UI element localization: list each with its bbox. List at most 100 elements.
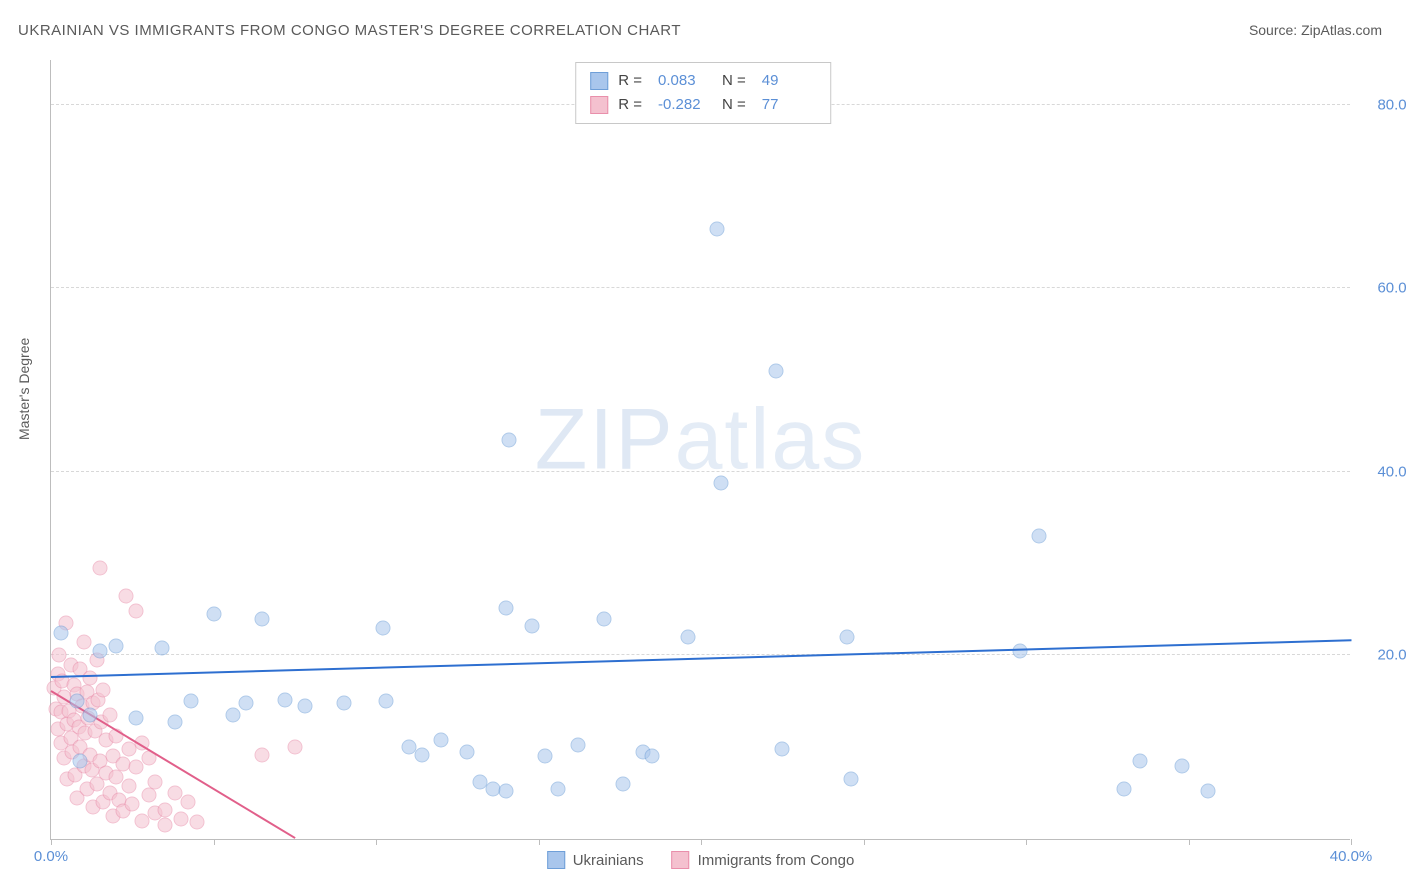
n-label: N = [722,69,746,93]
x-tick-mark [376,839,377,845]
n-label: N = [722,93,746,117]
y-tick-label: 20.0% [1377,647,1406,664]
series-legend: UkrainiansImmigrants from Congo [547,851,855,869]
swatch-congo [590,96,608,114]
data-point-ukrainians [525,619,540,634]
data-point-ukrainians [710,221,725,236]
data-point-congo [122,778,137,793]
data-point-congo [190,815,205,830]
data-point-congo [287,740,302,755]
data-point-ukrainians [73,754,88,769]
data-point-ukrainians [297,698,312,713]
data-point-ukrainians [1132,754,1147,769]
data-point-ukrainians [183,694,198,709]
x-tick-mark [864,839,865,845]
data-point-congo [102,708,117,723]
data-point-congo [157,818,172,833]
data-point-ukrainians [775,742,790,757]
data-point-ukrainians [70,694,85,709]
data-point-ukrainians [375,620,390,635]
data-point-ukrainians [551,782,566,797]
data-point-congo [180,795,195,810]
gridline [51,471,1350,472]
r-value-ukrainians: 0.083 [658,69,712,93]
x-tick-mark [1026,839,1027,845]
chart-title: UKRAINIAN VS IMMIGRANTS FROM CONGO MASTE… [18,22,681,39]
data-point-ukrainians [499,600,514,615]
gridline [51,287,1350,288]
x-tick-label: 40.0% [1330,848,1373,865]
data-point-ukrainians [167,714,182,729]
data-point-congo [157,802,172,817]
y-axis-label: Master's Degree [16,338,32,440]
data-point-ukrainians [1175,758,1190,773]
data-point-ukrainians [596,611,611,626]
data-point-ukrainians [843,772,858,787]
y-tick-label: 40.0% [1377,463,1406,480]
n-value-congo: 77 [762,93,816,117]
source-link[interactable]: ZipAtlas.com [1301,22,1382,38]
data-point-congo [83,671,98,686]
x-tick-mark [1351,839,1352,845]
watermark-bold: ZIP [535,391,675,487]
data-point-ukrainians [768,364,783,379]
data-point-ukrainians [128,710,143,725]
swatch-ukrainians [590,72,608,90]
data-point-ukrainians [92,643,107,658]
x-tick-mark [701,839,702,845]
data-point-ukrainians [255,611,270,626]
data-point-ukrainians [1116,781,1131,796]
data-point-ukrainians [83,708,98,723]
data-point-ukrainians [53,625,68,640]
source-attribution: Source: ZipAtlas.com [1249,22,1382,38]
x-tick-mark [539,839,540,845]
data-point-ukrainians [1201,784,1216,799]
data-point-ukrainians [681,630,696,645]
r-value-congo: -0.282 [658,93,712,117]
trend-line-ukrainians [51,640,1351,679]
y-tick-label: 60.0% [1377,280,1406,297]
data-point-congo [148,775,163,790]
data-point-congo [255,747,270,762]
data-point-ukrainians [206,607,221,622]
data-point-ukrainians [538,749,553,764]
watermark-thin: atlas [675,391,867,487]
data-point-ukrainians [460,744,475,759]
data-point-ukrainians [570,738,585,753]
data-point-congo [174,811,189,826]
data-point-ukrainians [239,696,254,711]
x-tick-mark [214,839,215,845]
legend-label-congo: Immigrants from Congo [698,852,855,869]
swatch-ukrainians [547,851,565,869]
data-point-ukrainians [154,641,169,656]
scatter-chart: ZIPatlas 20.0%40.0%60.0%80.0%0.0%40.0%Uk… [50,60,1350,840]
data-point-ukrainians [502,432,517,447]
swatch-congo [672,851,690,869]
data-point-congo [128,760,143,775]
legend-item-congo: Immigrants from Congo [672,851,855,869]
data-point-ukrainians [378,694,393,709]
legend-row-congo: R = -0.282 N = 77 [590,93,816,117]
data-point-ukrainians [1012,643,1027,658]
data-point-congo [96,683,111,698]
data-point-congo [118,588,133,603]
data-point-congo [76,634,91,649]
n-value-ukrainians: 49 [762,69,816,93]
data-point-ukrainians [1032,529,1047,544]
data-point-ukrainians [645,749,660,764]
source-label: Source: [1249,22,1301,38]
data-point-ukrainians [713,475,728,490]
x-tick-mark [51,839,52,845]
data-point-ukrainians [616,776,631,791]
data-point-congo [92,561,107,576]
y-tick-label: 80.0% [1377,96,1406,113]
data-point-ukrainians [840,630,855,645]
gridline [51,654,1350,655]
x-tick-label: 0.0% [34,848,68,865]
data-point-congo [125,797,140,812]
data-point-ukrainians [226,708,241,723]
data-point-ukrainians [109,639,124,654]
watermark: ZIPatlas [535,390,866,489]
data-point-congo [128,604,143,619]
data-point-ukrainians [414,747,429,762]
